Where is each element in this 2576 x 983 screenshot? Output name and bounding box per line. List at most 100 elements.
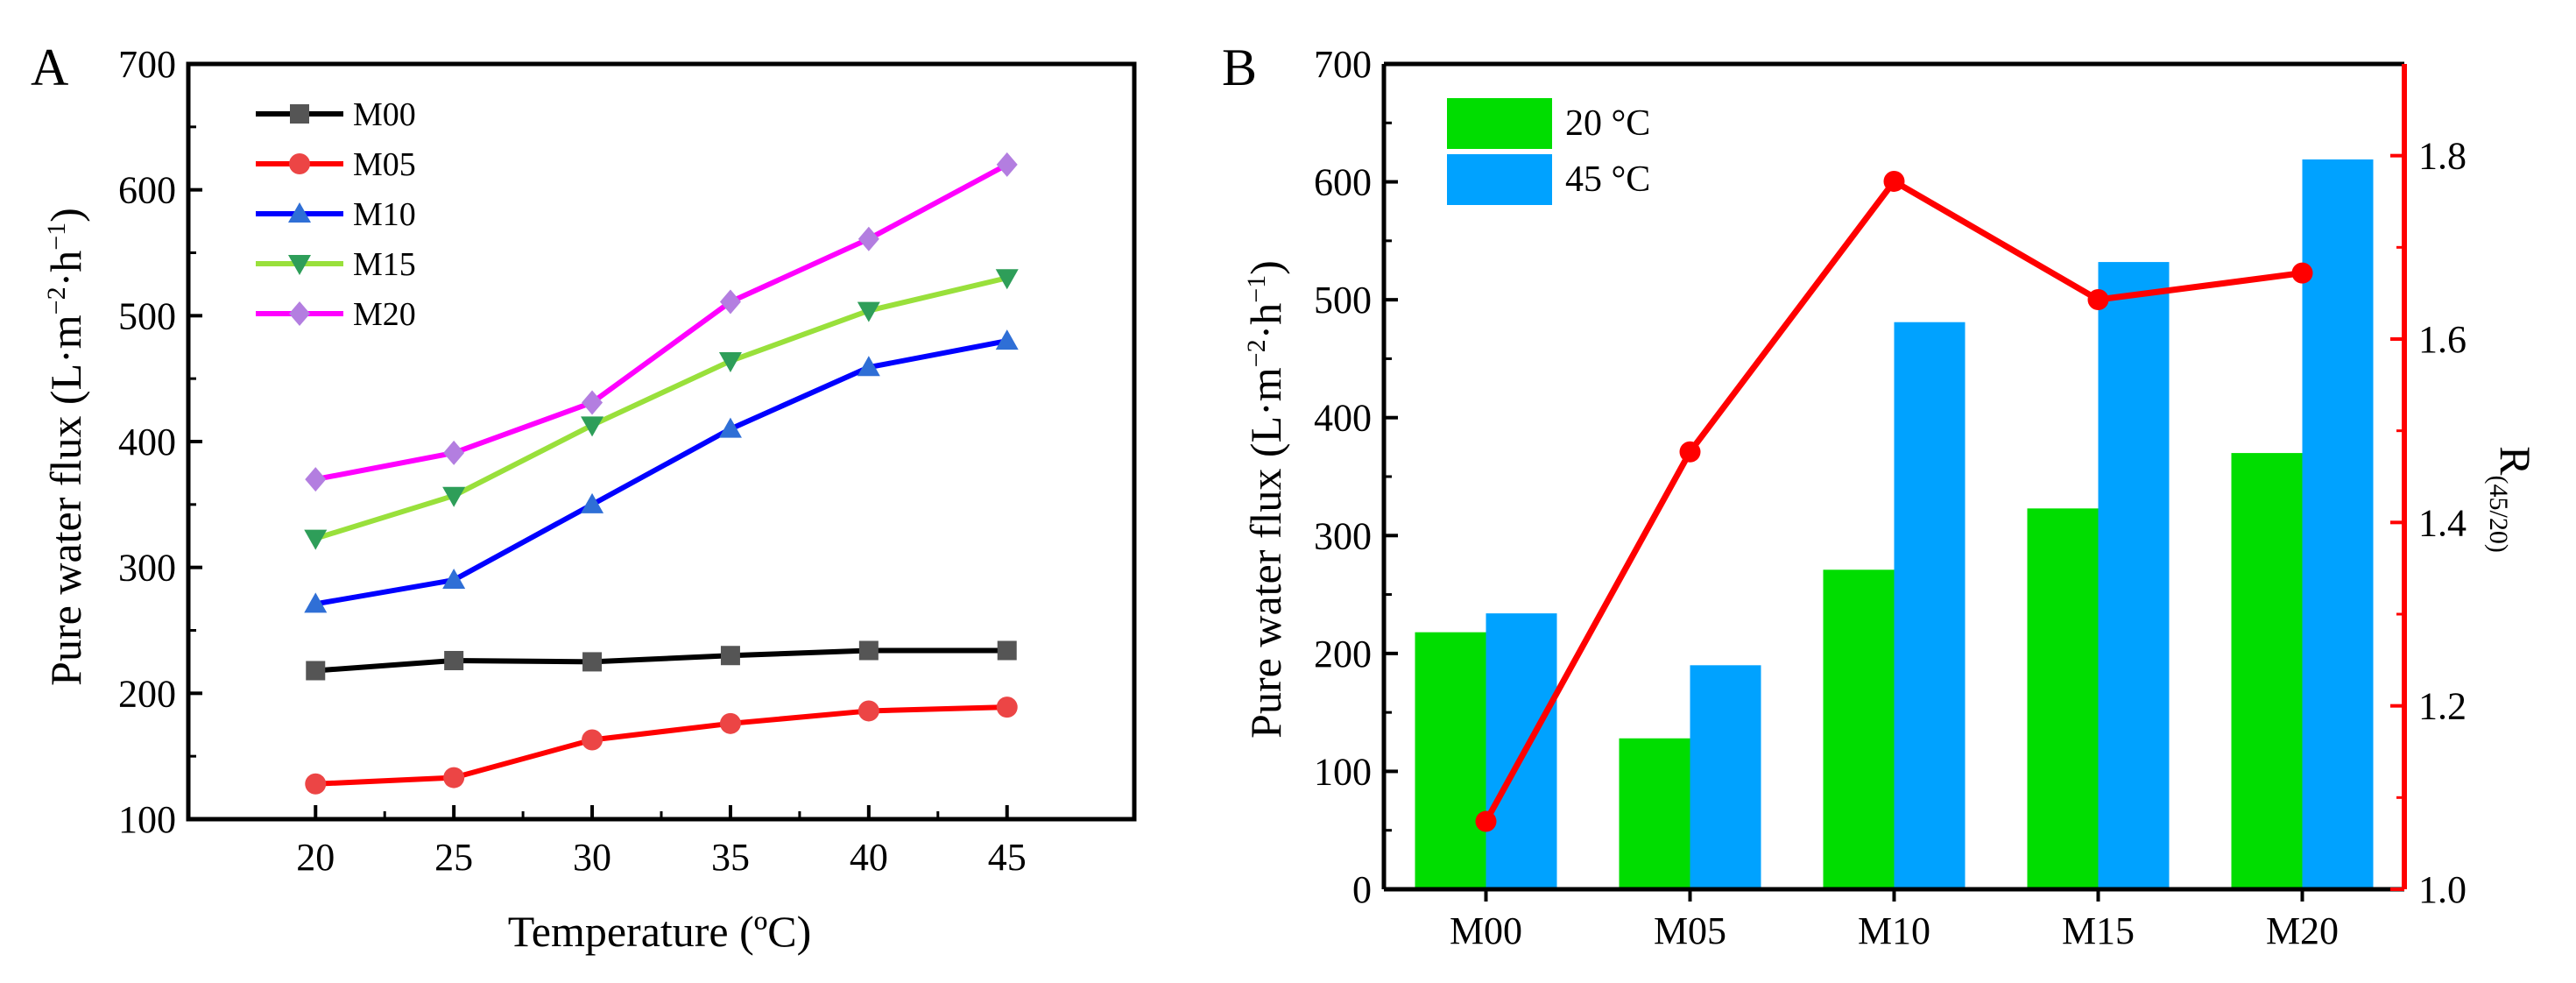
data-point-M05	[305, 773, 327, 795]
panel-b-y-tick-label: 300	[1314, 514, 1372, 557]
panel-b-x-tick-label: M00	[1450, 909, 1522, 952]
panel-a-y-axis-title: Pure water flux (L·m−2·h−1)	[41, 208, 90, 686]
data-point-M05	[582, 729, 603, 751]
data-point-M20	[996, 152, 1018, 177]
data-point-M15	[718, 352, 742, 373]
data-point-M20	[582, 390, 603, 415]
panel-b-left-axis-title: Pure water flux (L·m−2·h−1)	[1241, 260, 1290, 739]
data-point-M05	[719, 712, 741, 734]
legend-label-M05: M05	[353, 146, 416, 183]
data-point-M15	[581, 416, 604, 437]
panel-a-x-tick-label: 20	[296, 836, 335, 879]
panel-b-y-tick-label: 500	[1314, 279, 1372, 322]
bar-M15-45C	[2098, 262, 2170, 890]
panel-b-letter: B	[1222, 39, 1257, 96]
data-point-M05	[443, 767, 465, 789]
data-point-M15	[442, 486, 466, 507]
data-point-M05	[857, 700, 879, 722]
bar-M20-20C	[2231, 453, 2303, 889]
panel-b-y2-tick-label: 1.6	[2418, 318, 2467, 361]
legend-marker-M10	[288, 202, 311, 223]
legend-label-M10: M10	[353, 196, 416, 233]
panel-a-axes: 100 200 300 400 500 600 700 20 25 30 35 40 45	[118, 43, 1137, 879]
panel-a-letter: A	[31, 39, 68, 96]
panel-b-y2-tick-label: 1.8	[2418, 135, 2467, 178]
panel-b-y2-tick-label: 1.4	[2418, 501, 2467, 544]
panel-b: B 0 100 200 300 400 500 600 700 1.0 1.2 1.4 1.6 1.8 M…	[1222, 39, 2540, 952]
panel-a-x-tick-label: 25	[434, 836, 473, 879]
data-point-M10	[304, 592, 328, 613]
panel-b-y-tick-label: 600	[1314, 161, 1372, 204]
panel-a-x-tick-label: 40	[850, 836, 888, 879]
legend-label-M15: M15	[353, 246, 416, 283]
data-point-M15	[995, 269, 1019, 290]
series-line-M10	[314, 338, 1008, 607]
data-point-M10	[442, 569, 466, 590]
panel-b-x-tick-label: M05	[1654, 909, 1726, 952]
panel-a-series	[304, 152, 1019, 795]
panel-b-y-tick-label: 100	[1314, 750, 1372, 793]
panel-a-x-tick-label: 35	[711, 836, 750, 879]
panel-a-y-tick-label: 300	[118, 547, 176, 590]
panel-a-y-tick-label: 400	[118, 421, 176, 463]
data-point-M05	[996, 697, 1018, 718]
panel-b-right-axis-title: R(45/20)	[2484, 446, 2540, 553]
data-point-M20	[719, 289, 741, 315]
data-point-M00	[444, 650, 464, 670]
series-line-M15	[314, 275, 1008, 541]
bar-M15-20C	[2027, 508, 2099, 889]
data-point-M15	[304, 529, 328, 550]
panel-a-x-tick-label: 30	[573, 836, 611, 879]
bar-M20-45C	[2302, 159, 2374, 889]
legend-marker-M05	[289, 153, 310, 174]
panel-b-legend: 20 °C 45 °C	[1447, 98, 1650, 205]
series-line-M20	[314, 162, 1009, 483]
ratio-point-M05	[1679, 441, 1701, 463]
series-line-M00	[315, 647, 1007, 674]
legend-swatch-45C	[1447, 154, 1552, 205]
panel-b-ratio-series	[1475, 170, 2313, 832]
panel-b-y2-tick-label: 1.0	[2418, 868, 2467, 911]
data-point-M15	[857, 301, 880, 322]
panel-b-y-tick-label: 700	[1314, 43, 1372, 86]
legend-label-45C: 45 °C	[1565, 159, 1650, 200]
legend-label-M00: M00	[353, 96, 416, 133]
ratio-point-M15	[2087, 288, 2109, 310]
panel-b-bars	[1415, 159, 2374, 890]
ratio-point-M00	[1475, 810, 1497, 832]
legend-marker-M15	[288, 255, 311, 275]
panel-b-x-tick-label: M20	[2266, 909, 2339, 952]
data-point-M10	[581, 492, 604, 513]
panel-b-x-tick-label: M15	[2062, 909, 2135, 952]
ratio-point-M20	[2291, 262, 2313, 284]
data-point-M00	[306, 661, 326, 681]
data-point-M20	[443, 440, 465, 465]
panel-b-y2-tick-label: 1.2	[2418, 685, 2467, 728]
legend-label-20C: 20 °C	[1565, 103, 1650, 144]
panel-b-y-tick-label: 200	[1314, 633, 1372, 675]
panel-a-legend: M00 M05 M10 M15 M20	[256, 96, 416, 333]
data-point-M10	[995, 329, 1019, 350]
bar-M05-45C	[1690, 665, 1761, 889]
bar-M00-20C	[1415, 632, 1486, 889]
bar-M10-45C	[1894, 322, 1966, 889]
legend-swatch-20C	[1447, 98, 1552, 149]
panel-a-y-tick-label: 100	[118, 798, 176, 841]
panel-a-y-tick-label: 600	[118, 169, 176, 212]
data-point-M00	[858, 640, 879, 661]
data-point-M20	[305, 467, 327, 492]
data-point-M00	[997, 640, 1017, 661]
data-point-M00	[582, 652, 603, 672]
panel-a-x-tick-label: 45	[988, 836, 1027, 879]
ratio-point-M10	[1883, 170, 1905, 192]
legend-label-M20: M20	[353, 296, 416, 333]
legend-marker-M20	[289, 301, 310, 326]
panel-b-y-tick-label: 0	[1352, 868, 1372, 911]
series-line-M05	[315, 704, 1007, 787]
data-point-M00	[720, 646, 740, 666]
panel-a-x-axis-title: Temperature (ºC)	[508, 907, 812, 956]
legend-marker-M00	[290, 104, 309, 124]
data-point-M10	[857, 356, 880, 377]
bar-M10-20C	[1823, 569, 1895, 889]
